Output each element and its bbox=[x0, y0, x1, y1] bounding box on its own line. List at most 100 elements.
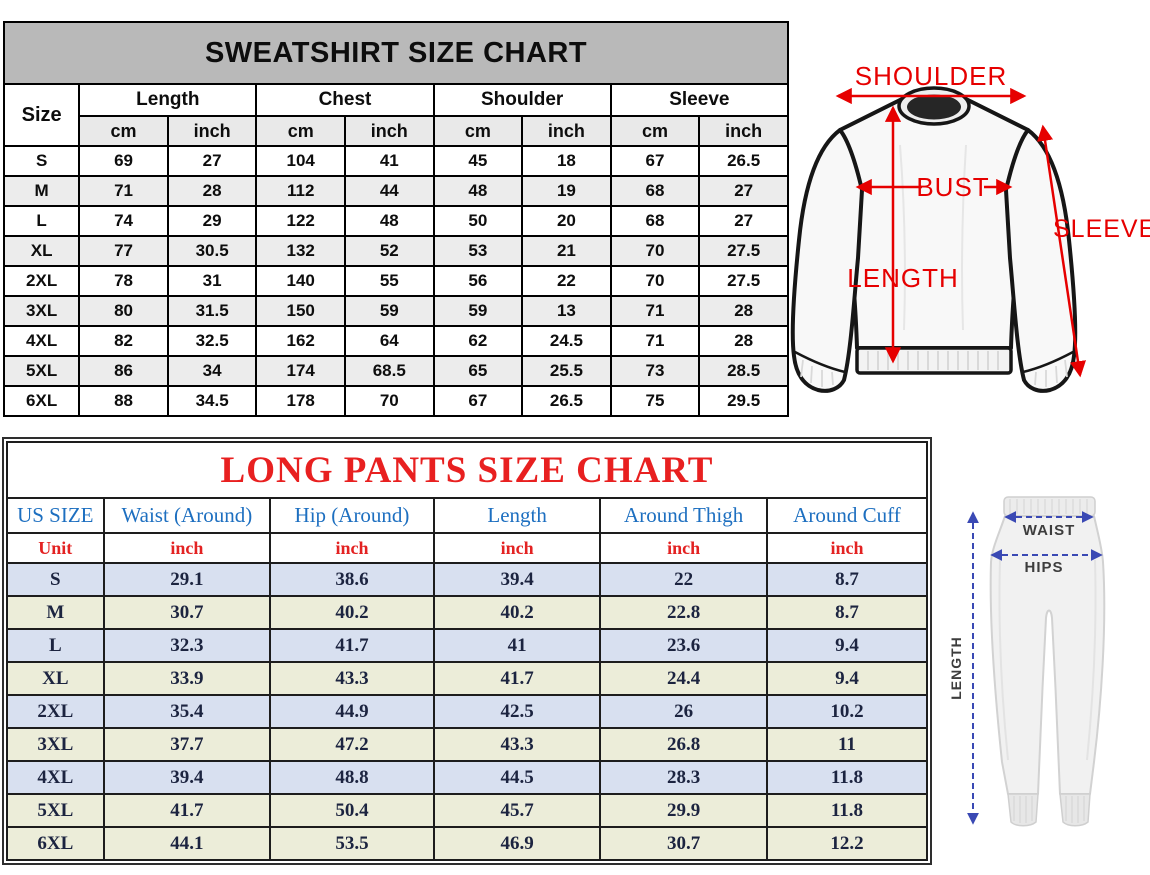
col-header-us-size: US SIZE bbox=[6, 497, 105, 534]
value-cell: 48 bbox=[343, 205, 435, 237]
table-row: 5XL 86 34 174 68.5 65 25.5 73 28.5 bbox=[2, 355, 789, 387]
unit-header-inch: inch bbox=[521, 115, 612, 147]
size-cell: 2XL bbox=[2, 265, 81, 297]
value-cell: 28 bbox=[166, 175, 258, 207]
value-cell: 122 bbox=[255, 205, 346, 237]
value-cell: 67 bbox=[432, 385, 524, 417]
value-cell: 82 bbox=[78, 325, 169, 357]
value-cell: 37.7 bbox=[102, 727, 272, 762]
table-row: M 71 28 112 44 48 19 68 27 bbox=[2, 175, 789, 207]
value-cell: 44.1 bbox=[102, 826, 272, 861]
value-cell: 26.5 bbox=[521, 385, 612, 417]
value-cell: 59 bbox=[343, 295, 435, 327]
unit-header-inch: inch bbox=[343, 115, 435, 147]
value-cell: 38.6 bbox=[269, 562, 435, 597]
pants-length-measure-label: LENGTH bbox=[948, 636, 964, 700]
value-cell: 22.8 bbox=[599, 595, 768, 630]
value-cell: 27 bbox=[166, 145, 258, 177]
table-row: L 74 29 122 48 50 20 68 27 bbox=[2, 205, 789, 237]
table-row: 5XL 41.7 50.4 45.7 29.9 11.8 bbox=[6, 793, 929, 828]
value-cell: 13 bbox=[521, 295, 612, 327]
value-cell: 41.7 bbox=[269, 628, 435, 663]
value-cell: 11.8 bbox=[765, 793, 929, 828]
col-header-around-thigh: Around Thigh bbox=[599, 497, 768, 534]
value-cell: 29 bbox=[166, 205, 258, 237]
pants-size-table: LONG PANTS SIZE CHART US SIZE Waist (Aro… bbox=[6, 441, 929, 861]
size-cell: XL bbox=[2, 235, 81, 267]
sweatshirt-size-chart: SWEATSHIRT SIZE CHART Size Length Chest … bbox=[2, 21, 790, 417]
hips-measure-label: HIPS bbox=[1024, 559, 1063, 576]
value-cell: 44.5 bbox=[432, 760, 602, 795]
value-cell: 34.5 bbox=[166, 385, 258, 417]
unit-cell-inch: inch bbox=[599, 532, 768, 564]
value-cell: 32.3 bbox=[102, 628, 272, 663]
value-cell: 41.7 bbox=[432, 661, 602, 696]
pants-figure bbox=[989, 496, 1106, 827]
value-cell: 26.8 bbox=[599, 727, 768, 762]
value-cell: 150 bbox=[255, 295, 346, 327]
value-cell: 77 bbox=[78, 235, 169, 267]
value-cell: 80 bbox=[78, 295, 169, 327]
unit-row-label: Unit bbox=[6, 532, 105, 564]
unit-cell-inch: inch bbox=[269, 532, 435, 564]
value-cell: 68 bbox=[609, 175, 701, 207]
unit-header-cm: cm bbox=[609, 115, 701, 147]
value-cell: 75 bbox=[609, 385, 701, 417]
col-header-sleeve: Sleeve bbox=[609, 83, 790, 117]
table-row: S 69 27 104 41 45 18 67 26.5 bbox=[2, 145, 789, 177]
table-row: 6XL 88 34.5 178 70 67 26.5 75 29.5 bbox=[2, 385, 789, 417]
col-header-size: Size bbox=[2, 83, 81, 147]
length-measure-label: LENGTH bbox=[847, 263, 958, 293]
value-cell: 47.2 bbox=[269, 727, 435, 762]
value-cell: 43.3 bbox=[269, 661, 435, 696]
size-cell: 5XL bbox=[2, 355, 81, 387]
value-cell: 40.2 bbox=[432, 595, 602, 630]
shoulder-measure-label: SHOULDER bbox=[855, 61, 1007, 91]
value-cell: 43.3 bbox=[432, 727, 602, 762]
col-header-length: Length bbox=[432, 497, 602, 534]
value-cell: 67 bbox=[609, 145, 701, 177]
bust-measure-label: BUST bbox=[916, 172, 989, 202]
value-cell: 26 bbox=[599, 694, 768, 729]
value-cell: 23.6 bbox=[599, 628, 768, 663]
unit-header-cm: cm bbox=[255, 115, 346, 147]
size-cell: 6XL bbox=[6, 826, 105, 861]
col-header-around-cuff: Around Cuff bbox=[765, 497, 929, 534]
value-cell: 40.2 bbox=[269, 595, 435, 630]
size-cell: 3XL bbox=[6, 727, 105, 762]
value-cell: 69 bbox=[78, 145, 169, 177]
value-cell: 65 bbox=[432, 355, 524, 387]
value-cell: 48.8 bbox=[269, 760, 435, 795]
value-cell: 68.5 bbox=[343, 355, 435, 387]
value-cell: 45.7 bbox=[432, 793, 602, 828]
value-cell: 59 bbox=[432, 295, 524, 327]
value-cell: 26.5 bbox=[698, 145, 789, 177]
size-cell: S bbox=[6, 562, 105, 597]
size-cell: L bbox=[6, 628, 105, 663]
value-cell: 53.5 bbox=[269, 826, 435, 861]
waist-measure-label: WAIST bbox=[1023, 522, 1076, 539]
value-cell: 50.4 bbox=[269, 793, 435, 828]
sweatshirt-chart-title: SWEATSHIRT SIZE CHART bbox=[3, 21, 789, 85]
value-cell: 178 bbox=[255, 385, 346, 417]
size-cell: 4XL bbox=[6, 760, 105, 795]
size-cell: XL bbox=[6, 661, 105, 696]
value-cell: 46.9 bbox=[432, 826, 602, 861]
value-cell: 39.4 bbox=[432, 562, 602, 597]
size-cell: 2XL bbox=[6, 694, 105, 729]
value-cell: 19 bbox=[521, 175, 612, 207]
value-cell: 28.5 bbox=[698, 355, 789, 387]
value-cell: 52 bbox=[343, 235, 435, 267]
value-cell: 9.4 bbox=[765, 661, 929, 696]
value-cell: 112 bbox=[255, 175, 346, 207]
value-cell: 74 bbox=[78, 205, 169, 237]
value-cell: 70 bbox=[343, 385, 435, 417]
value-cell: 42.5 bbox=[432, 694, 602, 729]
table-row: 3XL 80 31.5 150 59 59 13 71 28 bbox=[2, 295, 789, 327]
value-cell: 48 bbox=[432, 175, 524, 207]
table-row: L 32.3 41.7 41 23.6 9.4 bbox=[6, 628, 929, 663]
value-cell: 53 bbox=[432, 235, 524, 267]
unit-header-cm: cm bbox=[78, 115, 169, 147]
table-row: XL 77 30.5 132 52 53 21 70 27.5 bbox=[2, 235, 789, 267]
value-cell: 104 bbox=[255, 145, 346, 177]
